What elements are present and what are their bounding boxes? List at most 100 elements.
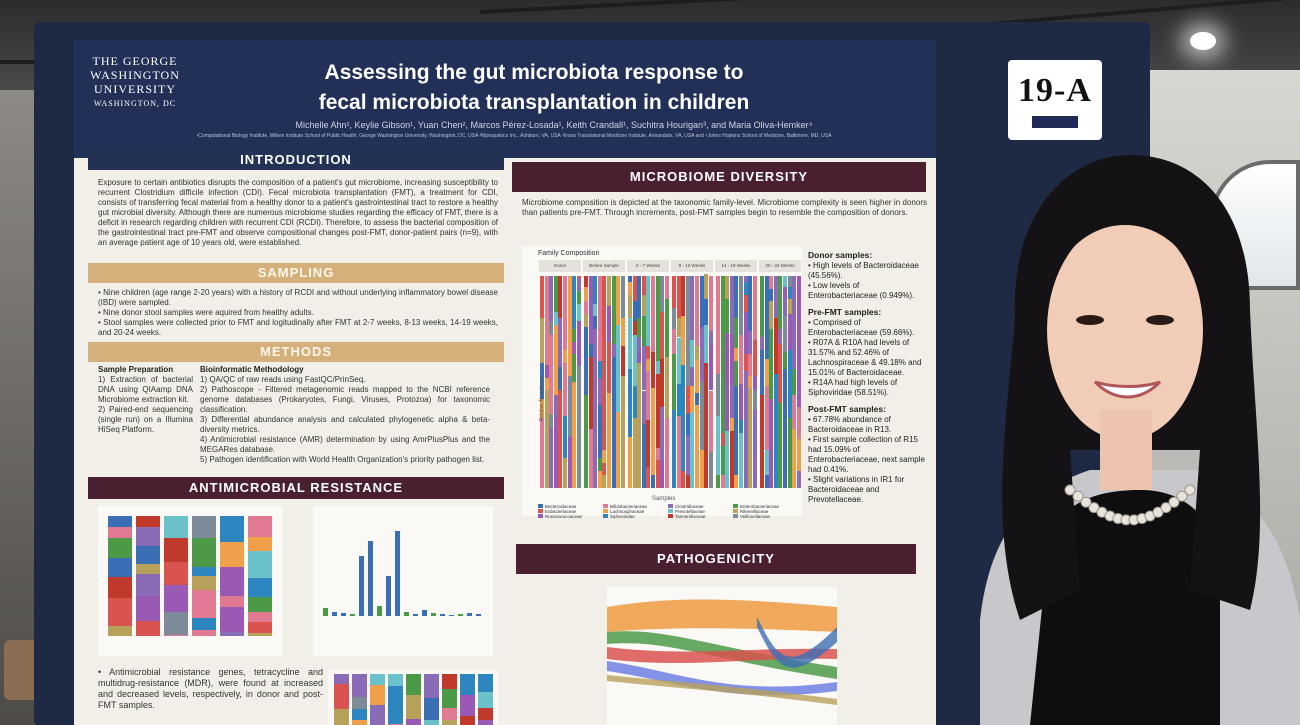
chart-bar-segment — [593, 329, 598, 378]
chart-bar-segment — [544, 377, 549, 391]
mdr-bar — [332, 612, 337, 616]
bio-step: 5) Pathogen identification with World He… — [200, 455, 485, 464]
amr-bar-segment — [248, 516, 272, 537]
legend-entry: Lachnospiraceae — [603, 509, 667, 514]
chart-bar-segment — [708, 276, 713, 332]
chart-bar-segment — [567, 437, 572, 488]
mdr-bar — [449, 615, 454, 616]
chart-bar — [760, 276, 764, 488]
chart-bar-segment — [743, 312, 748, 355]
chart-bar-segment — [628, 318, 632, 370]
chart-bar-segment — [773, 318, 778, 374]
chart-bar-segment — [664, 437, 669, 488]
chart-bar-segment — [783, 352, 787, 370]
sampling-item: • Nine children (age range 2-20 years) w… — [98, 288, 498, 307]
chart-bar-segment — [593, 377, 598, 488]
bioinformatic-methodology: Bioinformatic Methodology 1) QA/QC of ra… — [200, 365, 490, 465]
chart-bar-segment — [792, 369, 797, 395]
chart-bar-segment — [695, 392, 699, 406]
chart-bar-segment — [602, 462, 607, 476]
chart-bar — [549, 276, 554, 488]
bio-step: 1) QA/QC of raw reads using FastQC/PrinS… — [200, 375, 366, 384]
amr-bar-segment — [220, 516, 244, 542]
chart-bar — [739, 276, 743, 488]
chart-bar-segment — [628, 295, 632, 319]
amr-bar-segment — [220, 607, 244, 632]
chart-bar-segment — [540, 318, 544, 363]
chart-bar-segment — [576, 278, 581, 291]
chart-bar-segment — [549, 413, 554, 427]
amr-bar-segment — [248, 612, 272, 622]
pre-notes-title: Pre-FMT samples: — [808, 307, 882, 317]
amr-bar-segment — [164, 612, 188, 635]
chart-bar-segment — [632, 276, 637, 302]
amr-bar-segment — [136, 527, 160, 546]
chart-bar — [708, 276, 713, 488]
logo-line-2: WASHINGTON — [90, 68, 180, 82]
chart-bar-segment — [549, 276, 554, 321]
chart-bar-segment — [695, 358, 699, 393]
tet-bar-segment — [352, 720, 367, 725]
chart-bar — [787, 276, 792, 488]
chart-bar-segment — [646, 420, 651, 467]
pearl — [1160, 502, 1172, 514]
chart-bar-segment — [628, 369, 632, 438]
chart-bar-segment — [628, 437, 632, 488]
chart-bar-segment — [725, 348, 730, 431]
chart-bar-segment — [660, 276, 665, 313]
chart-bar — [783, 276, 787, 488]
neck — [1100, 410, 1152, 490]
chart-bar — [655, 276, 660, 488]
chart-bar — [584, 276, 588, 488]
poster-title: Assessing the gut microbiota response to… — [224, 58, 844, 118]
chart-legend: Bacteroidaceae Bifidobacteriaceae Clostrid… — [538, 504, 798, 519]
chart-bar-segment — [616, 382, 621, 412]
poster-affiliations: ¹Computational Biology Institute, Milken… — [196, 133, 832, 139]
chart-bar-segment — [676, 384, 681, 416]
chart-bar-segment — [597, 360, 602, 378]
chart-bar-segment — [681, 471, 686, 488]
chart-bar-segment — [734, 386, 739, 476]
amr-bar-segment — [136, 564, 160, 574]
chart-bar-segment — [748, 388, 753, 416]
chart-bar-segment — [783, 316, 787, 353]
chart-bar-segment — [716, 415, 720, 476]
title-line-2: fecal microbiota transplantation in chil… — [318, 91, 750, 114]
chart-bar-segment — [637, 350, 642, 363]
chart-bar-segment — [769, 288, 774, 302]
chart-bar-segment — [558, 276, 563, 319]
chart-bar-segment — [720, 458, 725, 476]
chart-bar-segment — [655, 360, 660, 374]
chart-bar — [540, 276, 544, 488]
tet-bar-segment — [352, 674, 367, 697]
mdr-bar — [323, 608, 328, 616]
chart-bar-segment — [664, 299, 669, 313]
chart-bar-segment — [676, 318, 681, 338]
chart-bar — [704, 273, 709, 488]
chart-bar-segment — [588, 356, 593, 429]
chart-bar-segment — [778, 329, 783, 344]
chart-bar-segment — [602, 475, 607, 488]
chart-bar — [641, 276, 646, 488]
chart-bar-segment — [716, 373, 720, 416]
chart-bar-segment — [695, 405, 699, 488]
chart-bar — [695, 276, 699, 488]
chart-bar-segment — [729, 384, 734, 419]
chart-bar-segment — [752, 339, 757, 376]
chart-bar-segment — [611, 443, 616, 488]
tet-bar-segment — [334, 674, 349, 684]
chart-bar-segment — [787, 350, 792, 419]
amr-bar-segment — [108, 527, 132, 538]
chart-bar — [676, 276, 681, 488]
chart-bar-segment — [676, 337, 681, 385]
chart-bar-segment — [651, 276, 655, 353]
mdr-bar — [431, 613, 436, 616]
tet-bar-segment — [334, 684, 349, 709]
right-eye — [1146, 315, 1174, 325]
chart-bar-segment — [685, 386, 690, 414]
prep-title: Sample Preparation — [98, 365, 174, 374]
chart-bar-segment — [764, 449, 769, 476]
chart-bar-segment — [672, 354, 676, 410]
tet-bar-segment — [406, 674, 421, 695]
chart-bar-segment — [620, 375, 625, 488]
